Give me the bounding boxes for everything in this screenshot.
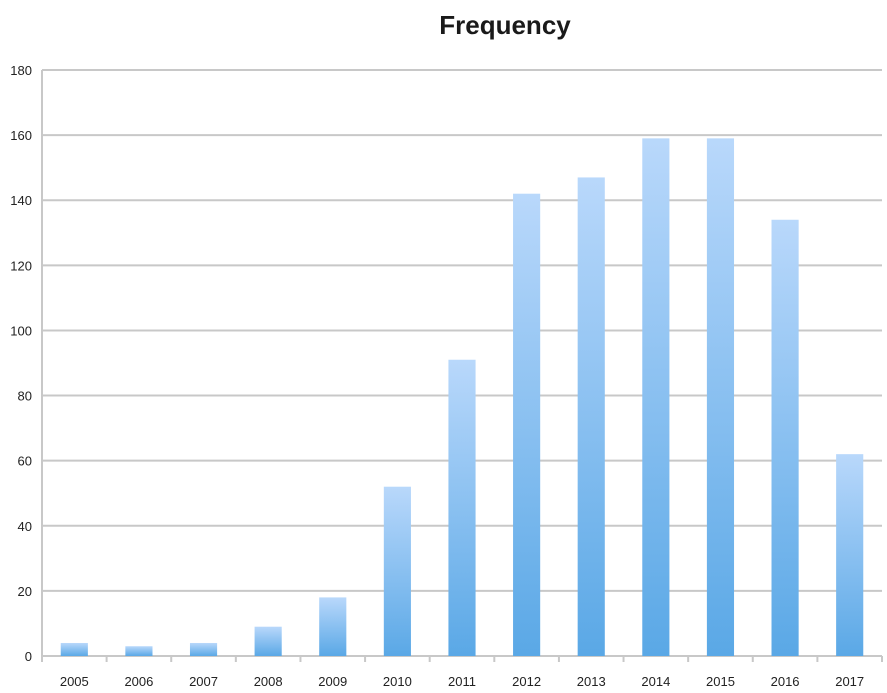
bar-2015 <box>706 138 735 656</box>
x-tick-label: 2007 <box>189 674 218 689</box>
bar-2007 <box>189 642 218 656</box>
bar-2017 <box>836 454 864 656</box>
x-tick-label: 2013 <box>577 674 606 689</box>
chart-title: Frequency <box>439 10 571 40</box>
x-tick-label: 2012 <box>512 674 541 689</box>
y-tick-label: 40 <box>18 519 32 534</box>
bar-2013 <box>577 177 605 656</box>
x-axis-tick-labels: 2005 2006 2007 2008 2009 2010 2011 2012 2013 2014… <box>60 674 864 689</box>
x-tick-label: 2016 <box>771 674 800 689</box>
bar-2006 <box>125 646 153 656</box>
x-tick-label: 2005 <box>60 674 89 689</box>
x-tick-label: 2008 <box>254 674 283 689</box>
y-tick-label: 180 <box>10 63 32 78</box>
bar-2010 <box>383 486 411 656</box>
x-tick-label: 2014 <box>641 674 670 689</box>
bar-2011 <box>448 359 476 656</box>
x-tick-label: 2015 <box>706 674 735 689</box>
x-tick-label: 2010 <box>383 674 412 689</box>
x-tick-label: 2006 <box>124 674 153 689</box>
bar-2008 <box>254 626 282 656</box>
x-tick-label: 2009 <box>318 674 347 689</box>
y-tick-label: 0 <box>25 649 32 664</box>
bar-2005 <box>60 642 88 656</box>
x-tick-label: 2017 <box>835 674 864 689</box>
y-tick-label: 20 <box>18 584 32 599</box>
bar-2016 <box>771 219 799 656</box>
y-axis-tick-labels: 0 20 40 60 80 100 120 140 160 180 <box>10 63 32 664</box>
x-tick-label: 2011 <box>448 674 476 689</box>
y-tick-label: 160 <box>10 128 32 143</box>
bar-2014 <box>642 138 670 656</box>
y-tick-label: 60 <box>18 454 32 469</box>
bars <box>60 138 864 656</box>
y-tick-label: 100 <box>10 323 32 338</box>
y-tick-label: 80 <box>18 389 32 404</box>
bar-2009 <box>319 597 347 656</box>
bar-2012 <box>513 193 541 656</box>
y-tick-label: 120 <box>10 258 32 273</box>
y-tick-label: 140 <box>10 193 32 208</box>
